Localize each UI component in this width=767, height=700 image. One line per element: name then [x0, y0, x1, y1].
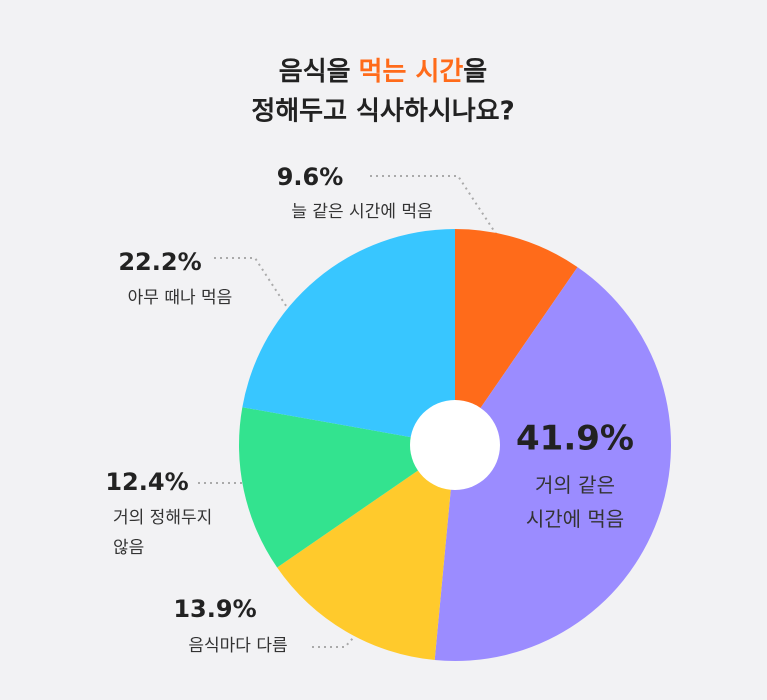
leader-line: [370, 175, 501, 241]
category-label: 음식마다 다름: [188, 636, 287, 656]
pie-slice: [242, 229, 455, 445]
value-label: 41.9%: [516, 419, 634, 459]
category-label: 아무 때나 먹음: [128, 288, 233, 308]
value-label: 22.2%: [118, 248, 201, 276]
pie-slice: [239, 407, 455, 568]
category-label: 늘 같은 시간에 먹음: [291, 202, 432, 222]
title-highlight: 먹는 시간: [359, 57, 464, 87]
pie-slice: [277, 445, 455, 661]
category-label: 거의 정해두지 않음: [113, 508, 212, 558]
leader-line: [214, 257, 293, 316]
value-label: 9.6%: [277, 163, 344, 191]
pie-slice: [434, 267, 672, 661]
value-label: 12.4%: [105, 468, 188, 496]
pie-slice: [455, 229, 578, 445]
chart-title-line2: 정해두고 식사하시나요?: [251, 97, 514, 127]
category-label: 거의 같은 시간에 먹음: [526, 473, 624, 531]
value-label: 13.9%: [173, 595, 256, 623]
center-hole: [410, 400, 500, 490]
title-part: 을: [463, 57, 487, 87]
title-part: 음식을: [279, 57, 351, 87]
chart-title-line1: 음식을 먹는 시간을: [279, 57, 487, 87]
